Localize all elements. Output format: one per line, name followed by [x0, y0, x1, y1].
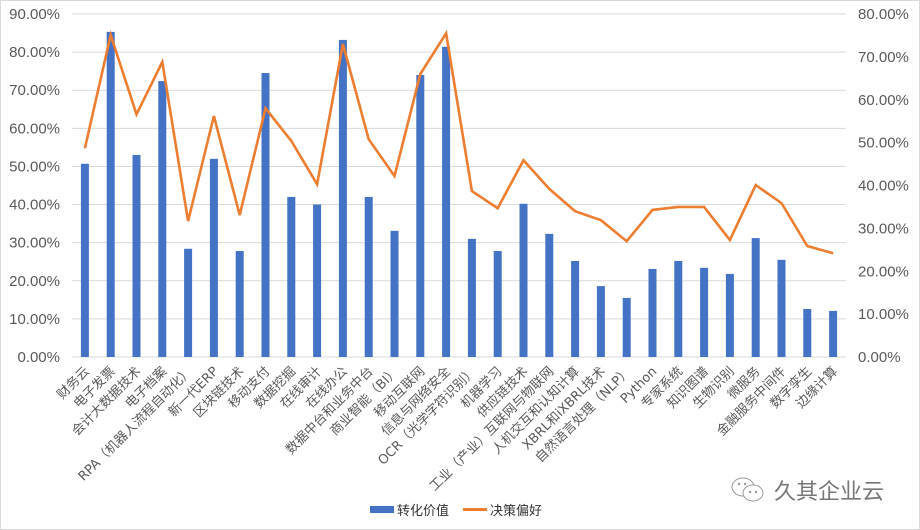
left-axis-tick: 20.00% [9, 273, 60, 290]
bar [777, 259, 786, 357]
left-axis-tick: 60.00% [9, 120, 60, 137]
left-axis-tick: 90.00% [9, 6, 60, 23]
left-axis-tick: 80.00% [9, 44, 60, 61]
legend-bar-label: 转化价值 [397, 504, 450, 519]
legend-item-bar: 转化价值 [370, 500, 449, 519]
left-axis-tick: 0.00% [17, 349, 60, 366]
bar [364, 196, 373, 357]
right-axis-tick: 70.00% [858, 49, 909, 66]
bar [674, 260, 683, 357]
bar [313, 204, 322, 357]
bar [416, 74, 425, 357]
right-axis-tick: 80.00% [858, 6, 909, 23]
watermark-text: 久其企业云 [774, 480, 885, 505]
bar [261, 73, 270, 358]
legend: 转化价值 决策偏好 [370, 500, 542, 519]
bar [132, 155, 141, 357]
legend-item-line: 决策偏好 [463, 500, 542, 519]
bar [390, 230, 399, 357]
bar [829, 310, 838, 357]
bar [493, 251, 502, 357]
bar [751, 238, 760, 357]
right-axis-tick: 10.00% [858, 306, 909, 323]
line-series [83, 29, 834, 255]
bar [467, 238, 476, 357]
bar-swatch-icon [370, 506, 394, 513]
bar [158, 81, 167, 357]
legend-line-label: 决策偏好 [490, 504, 543, 519]
bar [184, 248, 193, 357]
left-axis-tick: 10.00% [9, 311, 60, 328]
right-axis-tick: 30.00% [858, 220, 909, 237]
left-axis-tick: 30.00% [9, 235, 60, 252]
bar [545, 233, 554, 357]
line-swatch-icon [463, 508, 488, 511]
right-axis-tick: 50.00% [858, 135, 909, 152]
right-axis-tick: 20.00% [858, 263, 909, 280]
bar [622, 297, 631, 357]
bar [287, 196, 296, 357]
bar [803, 308, 812, 357]
right-axis-tick: 60.00% [858, 92, 909, 109]
bar [209, 158, 218, 357]
bar [571, 260, 580, 357]
bar [700, 267, 709, 357]
left-axis-tick: 50.00% [9, 158, 60, 175]
bar [106, 31, 115, 357]
bar [596, 286, 605, 357]
bar [235, 251, 244, 357]
bar [725, 273, 734, 357]
bar [519, 203, 528, 357]
watermark: 久其企业云 [730, 474, 884, 506]
bar [442, 46, 451, 358]
wechat-icon [731, 477, 764, 502]
bar [80, 163, 89, 357]
bar [338, 39, 347, 357]
right-axis-tick: 40.00% [858, 178, 909, 195]
left-axis-tick: 70.00% [9, 82, 60, 99]
right-axis-tick: 0.00% [858, 349, 901, 366]
bar [648, 268, 657, 357]
left-axis-tick: 40.00% [9, 197, 60, 214]
